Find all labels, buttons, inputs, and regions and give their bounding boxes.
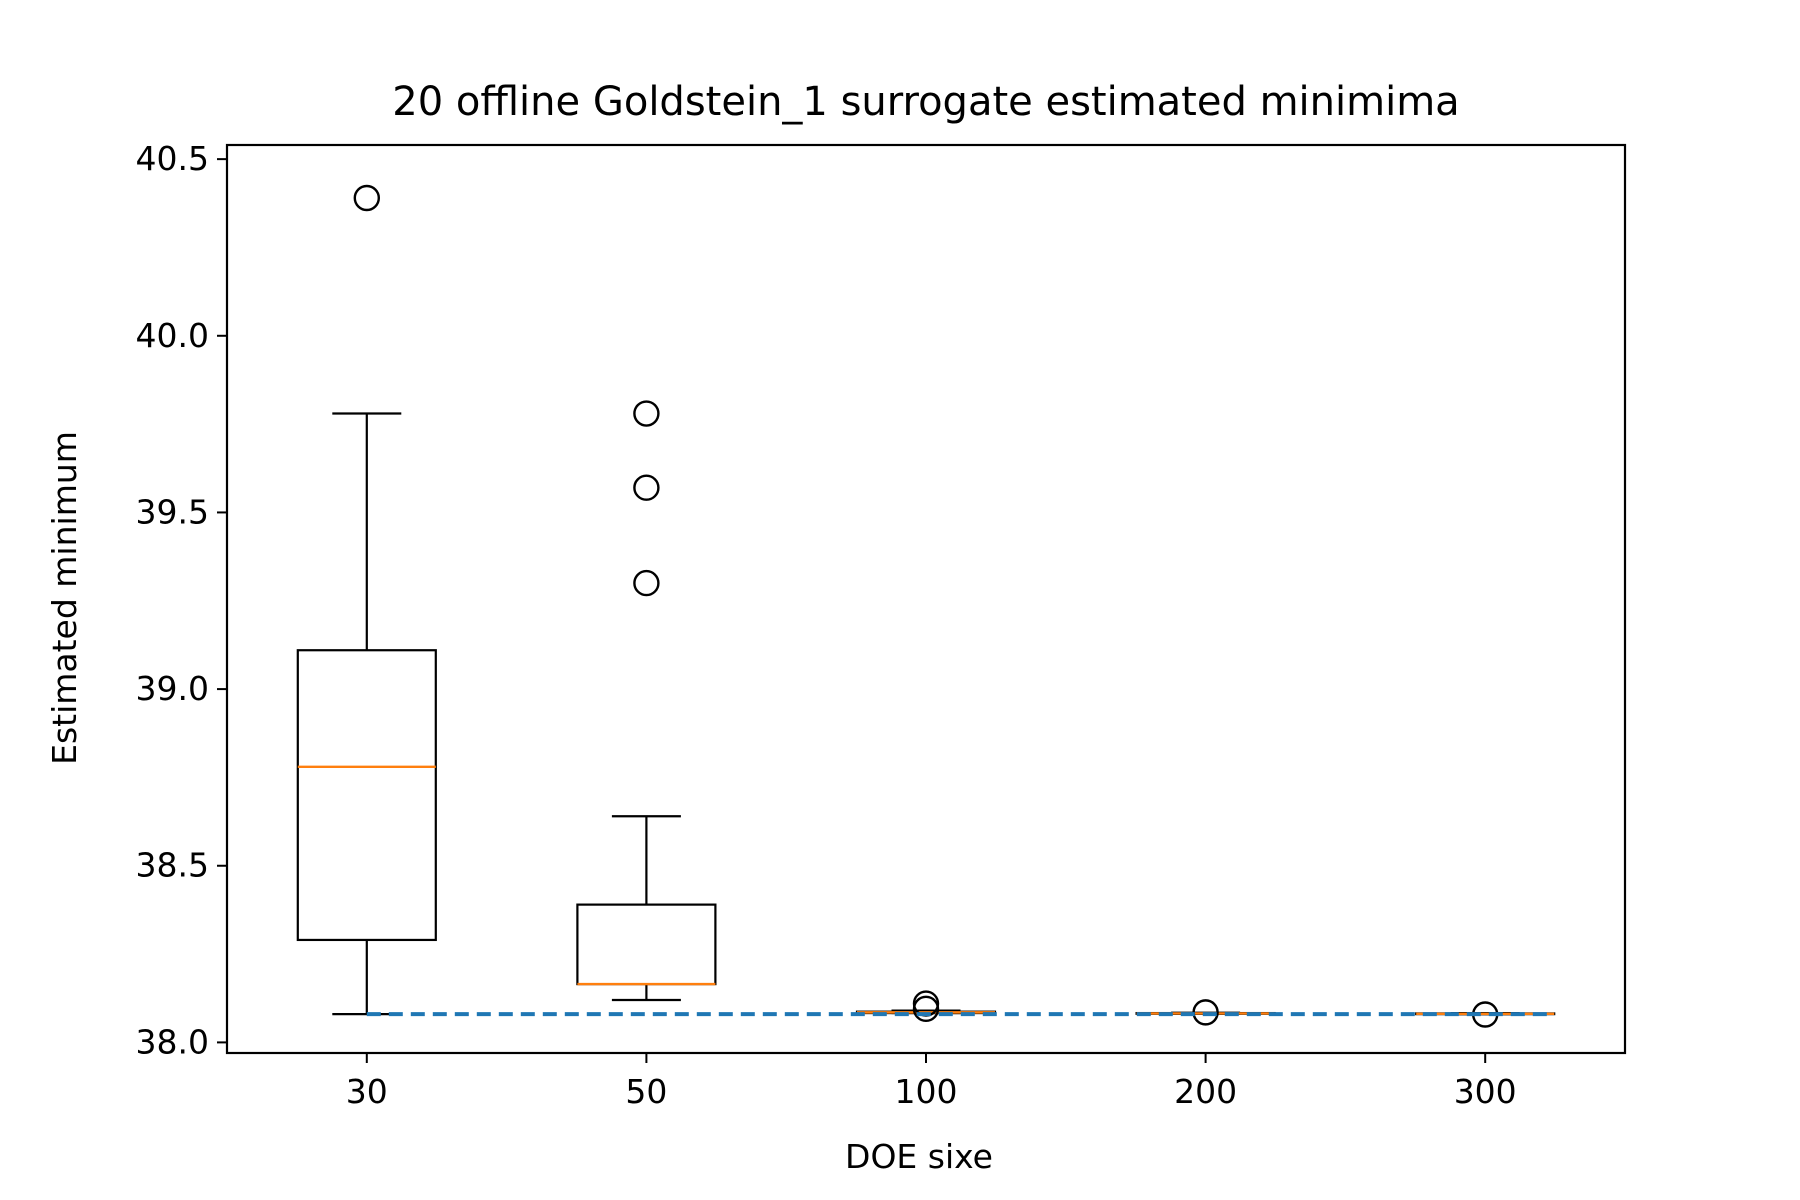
box-group	[855, 990, 997, 1023]
x-tick-label: 300	[1454, 1072, 1517, 1111]
box-group	[296, 184, 437, 1016]
x-tick-label: 200	[1174, 1072, 1237, 1111]
outlier-point	[633, 400, 660, 427]
y-tick-label: 39.0	[136, 669, 209, 708]
x-tick-label: 30	[346, 1072, 388, 1111]
box	[296, 649, 437, 942]
x-axis-label: DOE sixe	[845, 1137, 993, 1176]
plot-area	[296, 184, 1556, 1028]
y-tick-label: 40.5	[136, 139, 209, 178]
outlier-point	[633, 474, 660, 501]
y-tick-label: 38.5	[136, 846, 209, 885]
y-axis-label: Estimated minimum	[45, 431, 84, 765]
outlier-point	[912, 995, 940, 1023]
y-tick-label: 38.0	[136, 1022, 209, 1061]
x-tick-label: 100	[895, 1072, 958, 1111]
box-group	[576, 400, 717, 1002]
box	[576, 903, 717, 986]
outlier-point	[353, 184, 380, 212]
chart-title: 20 offline Goldstein_1 surrogate estimat…	[392, 79, 1459, 125]
y-tick-label: 40.0	[136, 316, 209, 355]
x-tick-label: 50	[625, 1072, 667, 1111]
outlier-point	[633, 569, 660, 597]
y-tick-label: 39.5	[136, 492, 209, 531]
x-axis: 30 50 100 200 300	[346, 1053, 1517, 1111]
y-axis: 38.0 38.5 39.0 39.5 40.0 40.5	[136, 139, 227, 1061]
